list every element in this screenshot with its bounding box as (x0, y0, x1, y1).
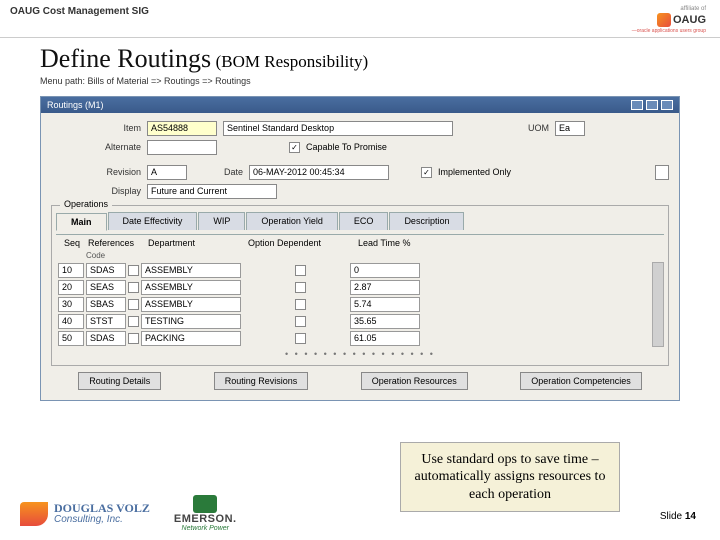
sig-title: OAUG Cost Management SIG (10, 6, 149, 17)
tab-main[interactable]: Main (56, 213, 107, 231)
cell-code[interactable]: SDAS (86, 331, 126, 346)
cell-dept[interactable]: ASSEMBLY (141, 297, 241, 312)
slide-number: Slide 14 (660, 511, 696, 522)
cell-dept[interactable]: PACKING (141, 331, 241, 346)
menu-path: Menu path: Bills of Material => Routings… (40, 76, 680, 86)
emerson-logo: EMERSON. Network Power (174, 495, 237, 532)
minimize-icon[interactable] (631, 100, 643, 110)
page-subtitle: (BOM Responsibility) (216, 52, 369, 71)
douglas-volz-logo: DOUGLAS VOLZ Consulting, Inc. (20, 502, 150, 526)
operation-resources-button[interactable]: Operation Resources (361, 372, 468, 390)
cell-seq[interactable]: 30 (58, 297, 84, 312)
ctp-checkbox[interactable] (289, 142, 300, 153)
tab-description[interactable]: Description (389, 212, 464, 230)
table-row[interactable]: 30SBAS ASSEMBLY 5.74 (56, 296, 652, 313)
date-field[interactable]: 06-MAY-2012 00:45:34 (249, 165, 389, 180)
routing-details-button[interactable]: Routing Details (78, 372, 161, 390)
label-date: Date (193, 167, 243, 177)
table-row[interactable]: 20SEAS ASSEMBLY 2.87 (56, 279, 652, 296)
opt-checkbox[interactable] (295, 333, 306, 344)
cell-code[interactable]: SDAS (86, 263, 126, 278)
cell-seq[interactable]: 50 (58, 331, 84, 346)
window-title: Routings (M1) (47, 100, 104, 110)
opt-checkbox[interactable] (295, 282, 306, 293)
label-ctp: Capable To Promise (306, 142, 387, 152)
label-uom: UOM (459, 123, 549, 133)
operations-fieldset: Operations MainDate EffectivityWIPOperat… (51, 205, 669, 366)
display-field[interactable]: Future and Current (147, 184, 277, 199)
ref-checkbox[interactable] (128, 282, 139, 293)
page-title: Define Routings (40, 44, 211, 73)
cell-code[interactable]: STST (86, 314, 126, 329)
routing-revisions-button[interactable]: Routing Revisions (214, 372, 309, 390)
tab-date-effectivity[interactable]: Date Effectivity (108, 212, 198, 230)
col-optdept: Option Dependent (238, 238, 358, 248)
cell-dept[interactable]: ASSEMBLY (141, 263, 241, 278)
oaug-icon (657, 13, 671, 27)
opt-checkbox[interactable] (295, 299, 306, 310)
oaug-logo-block: affiliate of OAUG —oracle applications u… (632, 6, 706, 35)
cell-leadtime[interactable]: 5.74 (350, 297, 420, 312)
scroll-indicator: • • • • • • • • • • • • • • • • (56, 347, 664, 361)
cell-leadtime[interactable]: 2.87 (350, 280, 420, 295)
label-item: Item (51, 123, 141, 133)
revision-field[interactable]: A (147, 165, 187, 180)
operation-competencies-button[interactable]: Operation Competencies (520, 372, 642, 390)
tabs-row: MainDate EffectivityWIPOperation YieldEC… (56, 212, 664, 230)
cell-dept[interactable]: TESTING (141, 314, 241, 329)
table-row[interactable]: 10SDAS ASSEMBLY 0 (56, 262, 652, 279)
uom-field[interactable]: Ea (555, 121, 585, 136)
footer-logos: DOUGLAS VOLZ Consulting, Inc. EMERSON. N… (20, 495, 237, 532)
label-revision: Revision (51, 167, 141, 177)
ref-checkbox[interactable] (128, 333, 139, 344)
emerson-icon (193, 495, 217, 513)
cell-leadtime[interactable]: 61.05 (350, 331, 420, 346)
cell-seq[interactable]: 40 (58, 314, 84, 329)
vertical-scrollbar[interactable] (652, 262, 664, 347)
item-field[interactable]: AS54888 (147, 121, 217, 136)
impl-checkbox[interactable] (421, 167, 432, 178)
ref-checkbox[interactable] (128, 265, 139, 276)
col-dept: Department (128, 238, 238, 248)
table-row[interactable]: 40STST TESTING 35.65 (56, 313, 652, 330)
alternate-field[interactable] (147, 140, 217, 155)
window-controls (631, 100, 673, 110)
ref-checkbox[interactable] (128, 316, 139, 327)
oracle-form-window: Routings (M1) Item AS54888 Sentinel Stan… (40, 96, 680, 401)
table-row[interactable]: 50SDAS PACKING 61.05 (56, 330, 652, 347)
ref-checkbox[interactable] (128, 299, 139, 310)
cell-seq[interactable]: 10 (58, 263, 84, 278)
label-alternate: Alternate (51, 142, 141, 152)
title-block: Define Routings (BOM Responsibility) Men… (0, 38, 720, 90)
cell-dept[interactable]: ASSEMBLY (141, 280, 241, 295)
col-seq: Seq (58, 238, 88, 248)
close-icon[interactable] (661, 100, 673, 110)
tab-wip[interactable]: WIP (198, 212, 245, 230)
label-display: Display (51, 186, 141, 196)
label-impl: Implemented Only (438, 167, 511, 177)
tab-operation-yield[interactable]: Operation Yield (246, 212, 338, 230)
annotation-callout: Use standard ops to save time – automati… (400, 442, 620, 513)
opt-checkbox[interactable] (295, 265, 306, 276)
cell-code[interactable]: SEAS (86, 280, 126, 295)
col-code: Code (86, 251, 105, 260)
dv-icon (20, 502, 48, 526)
opt-checkbox[interactable] (295, 316, 306, 327)
cell-leadtime[interactable]: 35.65 (350, 314, 420, 329)
legend-operations: Operations (60, 199, 112, 209)
slide-header: OAUG Cost Management SIG affiliate of OA… (0, 0, 720, 38)
col-leadtime: Lead Time % (358, 238, 438, 248)
item-desc-field[interactable]: Sentinel Standard Desktop (223, 121, 453, 136)
window-titlebar[interactable]: Routings (M1) (41, 97, 679, 113)
button-row: Routing Details Routing Revisions Operat… (51, 366, 669, 394)
cell-code[interactable]: SBAS (86, 297, 126, 312)
cell-seq[interactable]: 20 (58, 280, 84, 295)
maximize-icon[interactable] (646, 100, 658, 110)
tab-eco[interactable]: ECO (339, 212, 389, 230)
col-refs: References (88, 238, 128, 248)
operations-grid: Seq References Department Option Depende… (56, 234, 664, 361)
dff-field[interactable] (655, 165, 669, 180)
cell-leadtime[interactable]: 0 (350, 263, 420, 278)
